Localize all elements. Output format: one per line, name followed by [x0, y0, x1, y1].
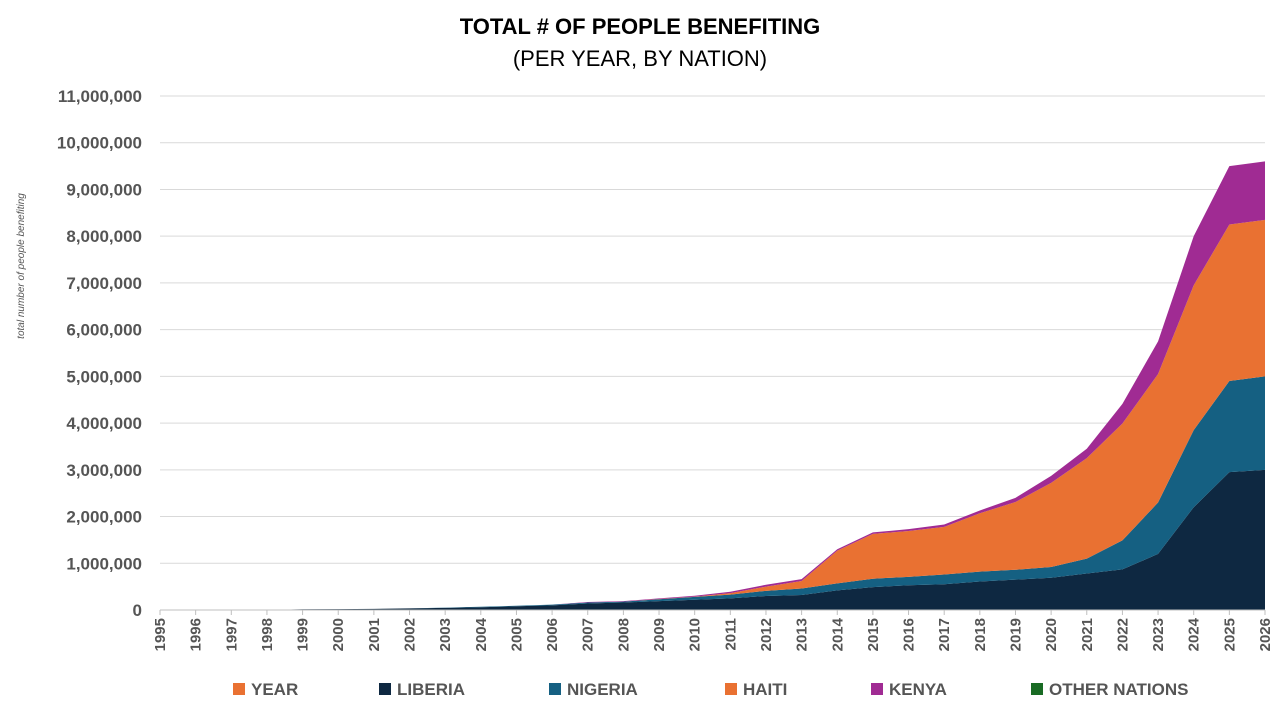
legend-swatch — [549, 683, 561, 695]
x-tick-label: 2023 — [1150, 618, 1167, 651]
y-tick-label: 10,000,000 — [57, 134, 142, 153]
x-tick-label: 2016 — [901, 618, 918, 651]
legend-swatch — [379, 683, 391, 695]
x-tick-label: 2000 — [330, 618, 347, 651]
legend-label: KENYA — [889, 680, 947, 699]
y-tick-label: 9,000,000 — [66, 180, 142, 199]
y-tick-label: 5,000,000 — [66, 367, 142, 386]
legend-label: LIBERIA — [397, 680, 465, 699]
x-tick-label: 2017 — [936, 618, 953, 651]
y-tick-label: 1,000,000 — [66, 554, 142, 573]
x-tick-label: 2004 — [473, 617, 490, 651]
legend: YEAR LIBERIA NIGERIA HAITI KENYA OTHER NATION… — [233, 680, 1188, 699]
x-tick-label: 2014 — [829, 617, 846, 651]
x-tick-label: 2007 — [580, 618, 597, 651]
y-tick-label: 11,000,000 — [58, 87, 142, 106]
x-tick-label: 1998 — [259, 618, 276, 651]
legend-label: YEAR — [251, 680, 298, 699]
chart-title: TOTAL # OF PEOPLE BENEFITING — [460, 14, 821, 39]
x-tick-label: 2002 — [402, 618, 419, 651]
y-tick-label: 2,000,000 — [66, 508, 142, 527]
x-tick-label: 2020 — [1043, 618, 1060, 651]
x-tick-label: 2012 — [758, 618, 775, 651]
legend-swatch — [1031, 683, 1043, 695]
x-tick-label: 1999 — [295, 618, 312, 651]
legend-label: HAITI — [743, 680, 787, 699]
y-tick-label: 4,000,000 — [66, 414, 142, 433]
axes: 0 1,000,000 2,000,000 3,000,000 4,000,000 5,0… — [57, 87, 1274, 651]
y-tick-label: 3,000,000 — [66, 461, 142, 480]
x-tick-label: 2001 — [366, 618, 383, 651]
legend-swatch — [233, 683, 245, 695]
x-tick-label: 2022 — [1114, 618, 1131, 651]
y-tick-label: 7,000,000 — [66, 274, 142, 293]
x-tick-label: 2008 — [615, 618, 632, 651]
area-liberia — [160, 469, 1265, 610]
x-tick-label: 2003 — [437, 618, 454, 651]
y-tick-label: 6,000,000 — [66, 321, 142, 340]
x-tick-label: 2005 — [508, 618, 525, 651]
x-tick-label: 2009 — [651, 618, 668, 651]
legend-label: NIGERIA — [567, 680, 638, 699]
x-tick-label: 2010 — [687, 618, 704, 651]
gridlines — [160, 95, 1265, 564]
y-tick-label: 8,000,000 — [66, 227, 142, 246]
x-tick-label: 2006 — [544, 618, 561, 651]
area-series — [160, 161, 1265, 611]
legend-swatch — [725, 683, 737, 695]
x-tick-label: 2019 — [1007, 618, 1024, 651]
x-tick-label: 2021 — [1079, 618, 1096, 651]
chart-subtitle: (PER YEAR, BY NATION) — [513, 46, 767, 71]
x-tick-label: 2026 — [1257, 618, 1274, 651]
x-tick-label: 2015 — [865, 618, 882, 651]
legend-swatch — [871, 683, 883, 695]
x-tick-label: 2013 — [794, 618, 811, 651]
x-tick-label: 2018 — [972, 618, 989, 651]
x-tick-label: 2025 — [1221, 618, 1238, 651]
x-tick-label: 1996 — [188, 618, 205, 651]
x-tick-label: 2024 — [1186, 617, 1203, 651]
y-axis-label: total number of people benefiting — [16, 193, 27, 339]
x-tick-label: 1995 — [152, 618, 169, 651]
legend-label: OTHER NATIONS — [1049, 680, 1188, 699]
y-tick-label: 0 — [133, 601, 142, 620]
x-tick-label: 1997 — [223, 618, 240, 651]
x-tick-label: 2011 — [722, 618, 739, 651]
area-haiti — [160, 219, 1265, 610]
